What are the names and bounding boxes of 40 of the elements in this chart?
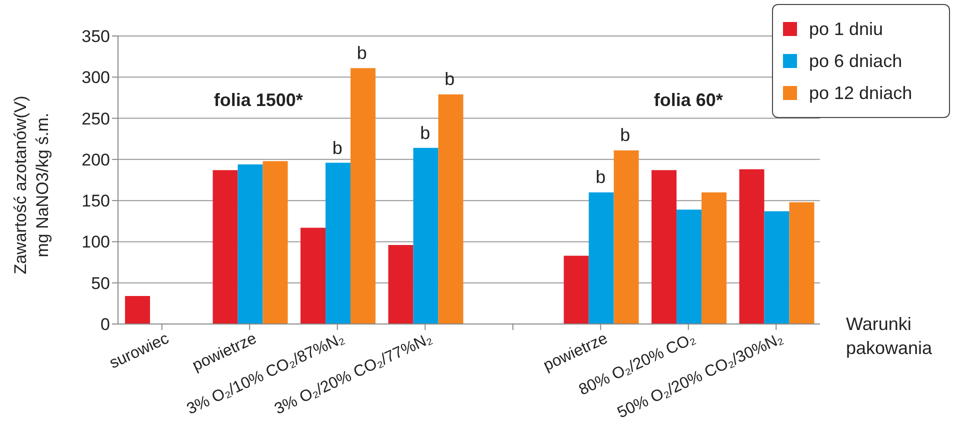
bar: [438, 94, 464, 324]
y-tick-label: 100: [82, 232, 110, 252]
y-tick-label: 50: [91, 274, 110, 293]
bar: [564, 256, 589, 324]
bar: [388, 245, 414, 324]
annotation: b: [594, 166, 607, 188]
legend-label: po 1 dniu: [809, 18, 884, 40]
bar: [614, 150, 639, 324]
bar: [789, 202, 814, 324]
bar: [300, 228, 326, 324]
y-axis-title: Zawartość azotanów(V) mg NaNO3/kg ś.m.: [11, 96, 52, 274]
y-tick-label: 150: [82, 192, 110, 211]
bar: [739, 169, 764, 324]
annotation: b: [619, 124, 632, 146]
legend-label: po 6 dniach: [809, 50, 902, 72]
bar: [350, 68, 376, 324]
legend-label: po 12 dniach: [809, 82, 912, 104]
bar: [588, 192, 614, 324]
y-tick-label: 0: [100, 315, 110, 334]
bar: [238, 164, 263, 324]
bar: [125, 296, 150, 324]
bar: [262, 161, 288, 324]
y-tick-label: 200: [82, 150, 110, 170]
text: Warunki pakowania: [846, 313, 934, 360]
bar: [652, 170, 677, 324]
bar: [702, 192, 727, 324]
annotation: b: [419, 122, 432, 144]
bar: [212, 170, 238, 324]
annotation: b: [444, 68, 456, 90]
y-tick-label: 300: [82, 68, 110, 88]
bar: [326, 162, 351, 324]
annotation: b: [356, 42, 368, 64]
bar: [764, 211, 790, 324]
annotation: b: [331, 136, 344, 159]
annotation: folia 1500*: [212, 89, 304, 112]
bar: [676, 210, 702, 324]
annotation: folia 60*: [652, 89, 724, 112]
bar: [413, 148, 438, 324]
y-tick-label: 350: [82, 27, 110, 46]
y-tick-label: 250: [82, 109, 110, 128]
